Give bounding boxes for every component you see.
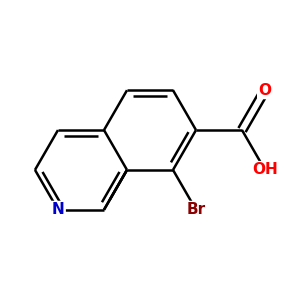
Text: OH: OH	[252, 162, 278, 177]
Text: OH: OH	[252, 162, 278, 177]
Text: O: O	[259, 83, 272, 98]
Text: N: N	[52, 202, 64, 217]
Text: O: O	[259, 83, 272, 98]
Text: Br: Br	[186, 202, 206, 217]
Text: Br: Br	[186, 202, 206, 217]
Text: N: N	[52, 202, 64, 217]
